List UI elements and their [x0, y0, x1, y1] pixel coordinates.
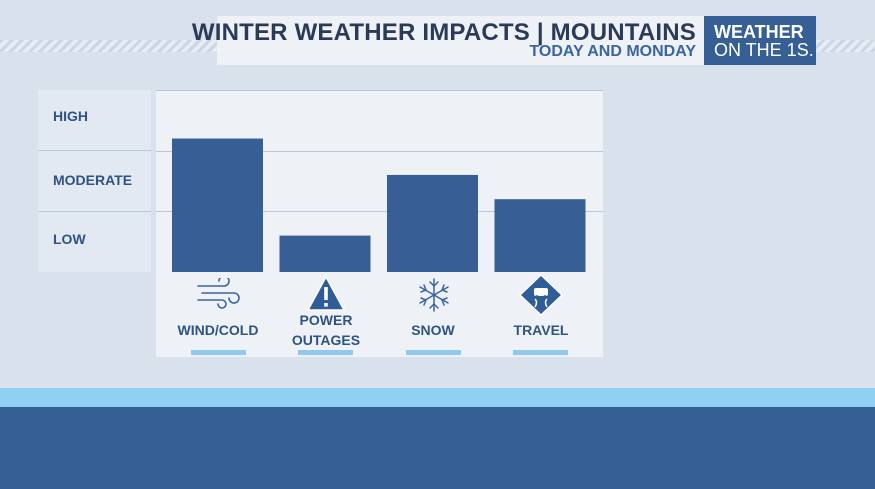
- brand-line-2: ON THE 1S.: [714, 40, 814, 60]
- bar-snow: [387, 174, 478, 272]
- bar-wind-cold: [172, 138, 263, 272]
- category-label-wind-cold: WIND/COLD: [177, 322, 259, 338]
- y-label-low: LOW: [53, 231, 86, 247]
- y-axis-labels: HIGH MODERATE LOW: [38, 90, 151, 272]
- snowflake-icon: [419, 278, 449, 312]
- lower-band-dark: [0, 407, 875, 489]
- page-title: WINTER WEATHER IMPACTS | MOUNTAINS: [191, 19, 696, 46]
- lower-band-light: [0, 388, 875, 407]
- category-label-line: OUTAGES: [291, 332, 361, 348]
- category-underline: [513, 350, 568, 355]
- bar-power-outages: [279, 235, 371, 272]
- y-label-moderate: MODERATE: [53, 172, 133, 188]
- slippery-road-sign-icon: [519, 274, 563, 316]
- bar-travel: [494, 199, 586, 272]
- category-label-snow: SNOW: [411, 322, 455, 338]
- warning-triangle-icon: [306, 275, 346, 311]
- category-underline: [298, 350, 353, 355]
- y-divider: [38, 211, 151, 212]
- y-label-high: HIGH: [53, 108, 88, 124]
- brand-logo: WEATHER ON THE 1S.: [704, 16, 816, 65]
- y-divider: [38, 150, 151, 151]
- category-label-power-outages: POWER OUTAGES: [276, 310, 376, 350]
- brand-line-1: WEATHER: [714, 22, 804, 42]
- page-subtitle: TODAY AND MONDAY: [529, 43, 696, 60]
- category-label-travel: TRAVEL: [513, 322, 569, 338]
- category-underline: [191, 350, 246, 355]
- category-underline: [406, 350, 461, 355]
- wind-icon: [197, 278, 240, 309]
- chart-panel: WIND/COLD POWER OUTAGES SNOW TRAVEL: [156, 90, 603, 357]
- title-box: WINTER WEATHER IMPACTS | MOUNTAINS TODAY…: [192, 16, 704, 65]
- category-label-line: POWER: [299, 312, 353, 328]
- bar-chart: [156, 90, 603, 272]
